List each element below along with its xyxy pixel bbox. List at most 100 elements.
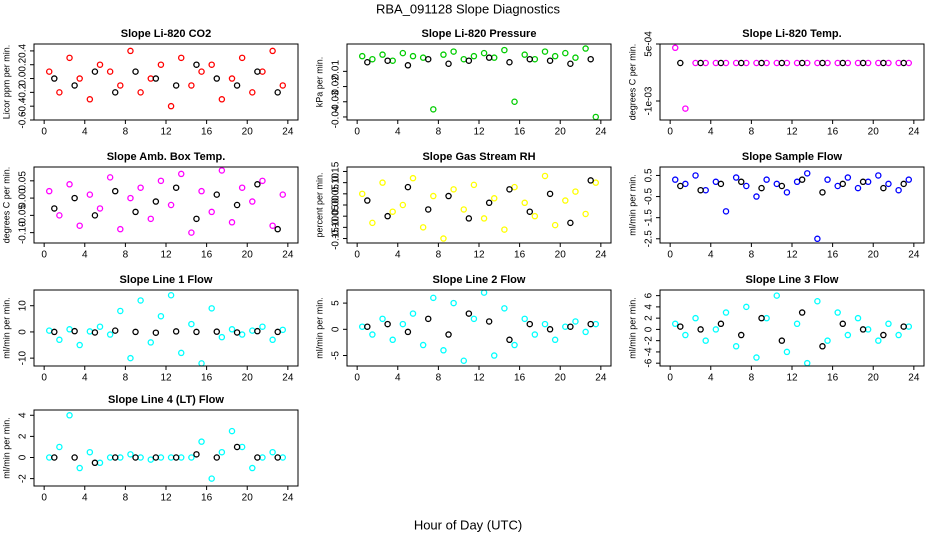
point — [783, 189, 791, 196]
y-axis-label: percent per min. — [314, 172, 324, 237]
x-tick-label: 24 — [595, 127, 607, 138]
x-tick-label: 0 — [41, 373, 47, 384]
panel-title: Slope Sample Flow — [742, 151, 843, 163]
x-tick-label: 8 — [436, 127, 442, 138]
point — [132, 68, 139, 75]
x-tick-label: 4 — [708, 250, 714, 261]
point — [274, 225, 281, 233]
y-axis-label: degrees C per min. — [627, 44, 637, 121]
point — [218, 448, 226, 456]
point — [875, 59, 882, 67]
y-axis-label: ml/min per min. — [1, 297, 11, 359]
plot-frame — [346, 43, 612, 121]
point — [167, 102, 175, 110]
x-tick-label: 8 — [436, 373, 442, 384]
x-tick-label: 20 — [242, 250, 254, 261]
point — [677, 323, 684, 330]
plot-frame — [659, 166, 925, 244]
point — [834, 182, 841, 190]
point — [419, 341, 427, 349]
y-axis-label: ml/min per min. — [627, 174, 637, 236]
point — [839, 180, 847, 188]
point — [218, 333, 226, 341]
point — [238, 443, 246, 451]
point — [419, 224, 427, 231]
x-tick-label: 8 — [436, 250, 442, 261]
point — [485, 199, 493, 207]
y-tick-label: 4 — [18, 412, 29, 418]
x-tick-label: 12 — [786, 373, 798, 384]
point — [157, 312, 165, 320]
point — [384, 212, 391, 220]
plot-frame — [659, 289, 925, 367]
panel-title: Slope Li-820 Pressure — [422, 28, 537, 40]
point — [445, 192, 452, 200]
point — [167, 291, 175, 299]
point — [732, 343, 740, 350]
point — [188, 454, 195, 461]
x-tick-label: 0 — [41, 250, 47, 261]
point — [562, 49, 569, 57]
point — [839, 59, 847, 67]
point — [501, 305, 508, 312]
point — [546, 326, 554, 333]
point — [587, 177, 594, 184]
point — [895, 331, 902, 339]
point — [71, 82, 78, 89]
point — [854, 184, 862, 192]
x-tick-label: 4 — [708, 373, 714, 384]
point — [45, 327, 53, 334]
point — [460, 55, 468, 63]
x-tick-label: 4 — [82, 127, 88, 138]
point — [147, 456, 155, 463]
point — [111, 187, 119, 195]
point — [218, 96, 226, 103]
point — [480, 215, 488, 222]
point — [66, 181, 73, 188]
point — [465, 215, 473, 222]
point — [490, 352, 498, 359]
point — [111, 454, 119, 461]
point — [562, 323, 569, 330]
point — [460, 206, 468, 213]
point — [71, 327, 78, 335]
point — [117, 225, 124, 233]
x-tick-label: 0 — [41, 493, 47, 504]
point — [844, 174, 852, 181]
y-axis-label: ml/min per min. — [627, 297, 637, 359]
point — [404, 328, 412, 336]
point — [177, 454, 185, 461]
point — [717, 320, 725, 328]
point — [177, 54, 185, 62]
point — [702, 59, 709, 67]
point — [753, 354, 760, 361]
point — [567, 219, 574, 227]
point — [440, 347, 447, 354]
panel-title: Slope Line 1 Flow — [120, 274, 213, 286]
point — [279, 454, 287, 461]
point — [798, 309, 806, 316]
point — [177, 170, 185, 178]
point — [193, 328, 200, 336]
point — [763, 176, 770, 183]
point — [778, 182, 786, 190]
x-tick-label: 12 — [786, 250, 798, 261]
x-tick-label: 20 — [555, 127, 567, 138]
point — [71, 194, 78, 202]
point — [798, 176, 806, 183]
point — [854, 59, 862, 67]
point — [96, 459, 104, 467]
point — [712, 326, 720, 333]
point — [152, 329, 160, 336]
point — [572, 54, 579, 61]
x-tick-label: 4 — [708, 127, 714, 138]
point — [208, 305, 215, 312]
point — [254, 68, 261, 75]
point — [905, 323, 913, 330]
point — [885, 59, 892, 67]
point — [259, 68, 266, 75]
x-tick-label: 20 — [242, 127, 254, 138]
point — [470, 52, 478, 60]
x-tick-label: 16 — [201, 373, 213, 384]
point — [758, 314, 765, 322]
